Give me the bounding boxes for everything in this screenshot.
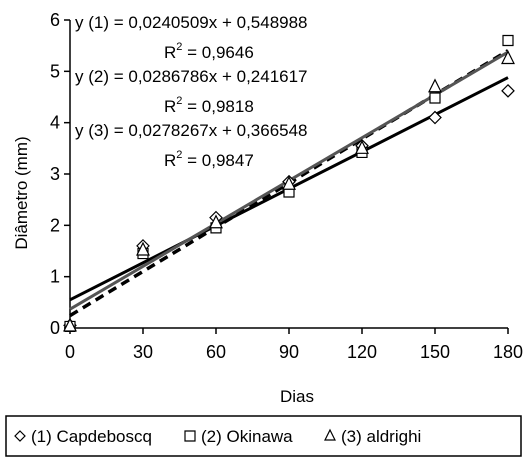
- x-tick-label: 180: [493, 342, 523, 362]
- point-triangle: [428, 78, 442, 93]
- legend-label-2: (2) Okinawa: [201, 427, 293, 446]
- r-squared-2: R2 = 0,9818: [164, 95, 254, 116]
- point-triangle: [136, 241, 150, 256]
- y-tick-label: 3: [50, 164, 60, 184]
- legend: (1) Capdeboscq (2) Okinawa (3) aldrighi: [5, 415, 522, 457]
- x-tick-label: 0: [65, 342, 75, 362]
- point-square: [429, 92, 441, 104]
- point-diamond: [501, 83, 515, 98]
- equation-3: y (3) = 0,0278267x + 0,366548: [75, 121, 308, 140]
- x-tick-label: 60: [206, 342, 226, 362]
- r-squared-1: R2 = 0,9646: [164, 41, 254, 62]
- y-tick-label: 6: [50, 10, 60, 30]
- y-axis-title: Diâmetro (mm): [12, 136, 31, 249]
- y-tick-label: 0: [50, 318, 60, 338]
- r-squared-3: R2 = 0,9847: [164, 149, 254, 170]
- point-triangle: [282, 175, 296, 190]
- x-tick-label: 120: [347, 342, 377, 362]
- x-axis-title: Dias: [280, 387, 314, 406]
- x-tick-label: 90: [279, 342, 299, 362]
- point-triangle: [63, 317, 77, 332]
- point-triangle: [209, 214, 223, 229]
- equation-1: y (1) = 0,0240509x + 0,548988: [75, 13, 308, 32]
- y-tick-label: 1: [50, 267, 60, 287]
- y-tick-label: 4: [50, 113, 60, 133]
- legend-label-3: (3) aldrighi: [341, 427, 421, 446]
- legend-marker-triangle: [324, 428, 336, 441]
- legend-label-1: (1) Capdeboscq: [31, 427, 152, 446]
- point-triangle: [355, 139, 369, 154]
- equation-2: y (2) = 0,0286786x + 0,241617: [75, 67, 308, 86]
- point-diamond: [428, 110, 442, 125]
- legend-box: [5, 415, 522, 457]
- legend-marker-square: [184, 430, 196, 442]
- point-triangle: [501, 50, 515, 65]
- x-tick-label: 30: [133, 342, 153, 362]
- x-tick-label: 150: [420, 342, 450, 362]
- point-square: [502, 34, 514, 47]
- equations: y (1) = 0,0240509x + 0,548988 R2 = 0,9646…: [75, 13, 308, 170]
- legend-marker-diamond: [14, 430, 26, 442]
- y-tick-label: 5: [50, 61, 60, 81]
- y-tick-label: 2: [50, 215, 60, 235]
